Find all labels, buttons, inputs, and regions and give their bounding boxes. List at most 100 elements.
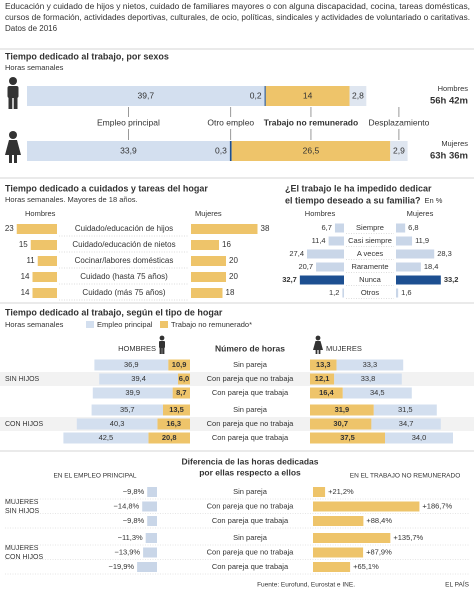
series-name: HOMBRES: [118, 344, 156, 353]
value-label: 14: [303, 90, 313, 100]
bar-segment: [310, 404, 374, 416]
bar: [307, 249, 344, 259]
category-label: Cuidado/educación de hijos: [75, 224, 173, 233]
value-label: 27,4: [289, 249, 304, 258]
value-label: 18: [226, 288, 235, 297]
bar: [142, 501, 157, 512]
bar-segment: [334, 373, 402, 385]
category-label: Otros: [361, 288, 380, 297]
value-label: 40,3: [110, 419, 125, 428]
panel-label: EN EL EMPLEO PRINCIPAL: [53, 473, 136, 480]
category-label: Sin pareja: [233, 360, 268, 369]
segment-label: Trabajo no remunerado: [264, 117, 358, 127]
value-label: 36,9: [124, 360, 139, 369]
bar-segment: [385, 432, 453, 444]
bar: [191, 272, 226, 282]
value-label: −14,8%: [114, 501, 140, 510]
intro-text: Datos de 2016: [5, 24, 58, 33]
value-label: 11: [26, 256, 35, 265]
legend-swatch: [86, 321, 94, 328]
bar: [147, 487, 157, 497]
brand: EL PAÍS: [445, 580, 470, 589]
category-label: Con pareja que trabaja: [212, 516, 289, 525]
bar-segment: [229, 141, 232, 161]
woman-icon: [5, 131, 21, 163]
bar-segment: [91, 404, 163, 416]
value-label: 38: [261, 224, 270, 233]
value-label: +186,7%: [422, 501, 452, 510]
category-label: Con pareja que no trabaja: [207, 419, 295, 428]
value-label: 15: [19, 240, 28, 249]
category-label: Con pareja que trabaja: [212, 562, 289, 571]
value-label: 35,7: [120, 405, 135, 414]
value-label: 33,8: [361, 374, 376, 383]
bar: [145, 533, 157, 543]
bar: [143, 547, 157, 558]
series-name: Hombres: [25, 209, 56, 218]
value-label: 6,0: [179, 374, 189, 383]
value-label: +65,1%: [353, 562, 379, 571]
bar-segment: [99, 373, 178, 385]
bar: [313, 562, 351, 572]
bar: [396, 223, 406, 233]
group-label: CON HIJOS: [5, 554, 43, 561]
series-name: Hombres: [438, 84, 469, 93]
bar-segment: [76, 418, 158, 430]
value-label: 20,7: [298, 262, 313, 271]
value-label: +21,2%: [328, 487, 354, 496]
bar-segment: [373, 404, 437, 416]
bar: [396, 262, 421, 272]
chart-title: Tiempo dedicado a cuidados y tareas del …: [5, 183, 208, 193]
bar: [313, 547, 364, 558]
bar: [37, 256, 57, 266]
category-label: Sin pareja: [233, 487, 268, 496]
value-label: 26,5: [303, 145, 320, 155]
series-name: Mujeres: [407, 209, 434, 218]
category-label: Cuidado (hasta 75 años): [80, 272, 168, 281]
chart-title: Diferencia de las horas dedicadas: [181, 456, 318, 466]
bar: [313, 533, 391, 543]
category-label: Sin pareja: [233, 533, 268, 542]
bar-segment: [94, 359, 169, 371]
value-label: 11,9: [415, 236, 429, 245]
bar-segment: [310, 373, 335, 385]
bar: [299, 275, 344, 285]
group-label: CON HIJOS: [5, 421, 43, 428]
bar-segment: [157, 418, 190, 430]
value-label: 28,3: [437, 249, 452, 258]
bar-segment: [265, 86, 350, 106]
bar: [30, 240, 57, 250]
value-label: 37,5: [340, 433, 355, 442]
bar: [396, 288, 399, 298]
category-label: Siempre: [356, 223, 384, 232]
category-label: Con pareja que no trabaja: [207, 547, 295, 556]
category-label: Cocinar/labores domésticas: [75, 256, 174, 265]
value-label: 34,5: [370, 388, 385, 397]
bar: [328, 236, 344, 246]
value-label: 34,7: [399, 419, 414, 428]
man-icon: [7, 77, 19, 109]
chart-title: ¿El trabajo le ha impedido dedicar: [285, 183, 432, 193]
value-label: 16,3: [166, 419, 181, 428]
group-label: MUJERES: [5, 545, 39, 552]
woman-icon-small: [313, 335, 323, 354]
value-label: 39,9: [125, 388, 140, 397]
bar: [396, 236, 413, 246]
series-name: Mujeres: [195, 209, 222, 218]
value-label: −9,8%: [123, 516, 145, 525]
category-label: Con pareja que no trabaja: [207, 374, 295, 383]
value-label: 16: [222, 240, 231, 249]
category-label: Con pareja que trabaja: [212, 388, 289, 397]
value-label: 2,8: [352, 90, 364, 100]
intro-text: Educación y cuidado de hijos y nietos, c…: [5, 2, 470, 11]
value-label: 2,9: [393, 145, 405, 155]
value-label: 34,0: [412, 433, 427, 442]
bar-segment: [336, 359, 404, 371]
value-label: 18,4: [424, 262, 439, 271]
value-label: 32,7: [282, 275, 297, 284]
legend-swatch: [160, 321, 168, 328]
category-label: Con pareja que trabaja: [212, 433, 289, 442]
value-label: −9,8%: [123, 487, 145, 496]
